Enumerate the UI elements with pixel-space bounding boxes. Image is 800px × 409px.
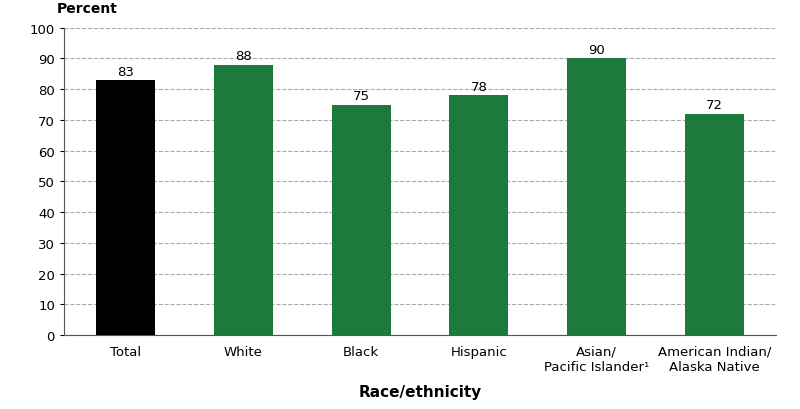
Bar <box>332 105 390 335</box>
Bar <box>450 96 508 335</box>
Text: Percent: Percent <box>57 2 118 16</box>
Bar <box>96 81 155 335</box>
Bar <box>685 115 744 335</box>
Bar <box>567 59 626 335</box>
Text: 78: 78 <box>470 81 487 94</box>
Text: 83: 83 <box>118 65 134 79</box>
X-axis label: Race/ethnicity: Race/ethnicity <box>358 384 482 399</box>
Text: 72: 72 <box>706 99 722 112</box>
Text: 88: 88 <box>235 50 252 63</box>
Text: 90: 90 <box>588 44 605 57</box>
Bar <box>214 65 273 335</box>
Text: 75: 75 <box>353 90 370 103</box>
